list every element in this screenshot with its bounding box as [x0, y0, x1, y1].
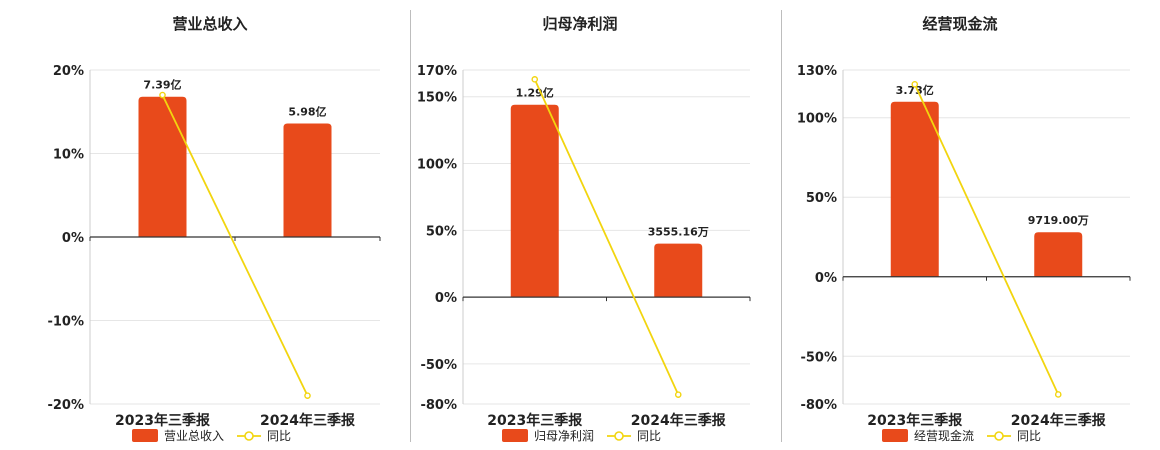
- legend-label-line: 同比: [1017, 429, 1041, 443]
- y-tick-label: 100%: [417, 158, 457, 173]
- x-tick-label: 2023年三季报: [487, 412, 582, 429]
- y-tick-label: 150%: [417, 91, 457, 106]
- chart-title: 经营现金流: [922, 15, 997, 33]
- chart-panel-3: 经营现金流 -80% -50% 0% 50% 100% 130% 3.73亿 9719.00万 2…: [797, 15, 1131, 443]
- yoy-point: [159, 91, 166, 99]
- data-label: 7.39亿: [143, 78, 181, 92]
- legend-label-line: 同比: [267, 429, 291, 443]
- panel-divider: [410, 10, 411, 442]
- y-tick-label: 0%: [815, 271, 837, 286]
- legend-swatch-marker: [994, 431, 1004, 441]
- y-tick-label: 20%: [53, 64, 84, 79]
- yoy-line: [913, 83, 1060, 395]
- x-tick-label: 2024年三季报: [1011, 412, 1106, 429]
- chart-panel-2: 归母净利润 -80% -50% 0% 50% 100% 150% 170% 1.29亿 3555.…: [417, 15, 751, 443]
- legend-label-bar: 经营现金流: [914, 428, 974, 443]
- bar: [890, 101, 939, 277]
- legend-swatch-bar: [502, 429, 528, 442]
- y-tick-label: 10%: [53, 148, 84, 163]
- x-tick-label: 2024年三季报: [631, 412, 726, 429]
- yoy-point: [531, 76, 539, 83]
- yoy-line: [533, 78, 680, 396]
- y-tick-label: 0%: [435, 291, 457, 306]
- y-tick-label: -50%: [800, 350, 837, 365]
- x-tick-label: 2023年三季报: [867, 412, 962, 429]
- legend-swatch-bar: [132, 429, 158, 442]
- legend-label-line: 同比: [637, 429, 661, 443]
- chart-title: 归母净利润: [542, 15, 617, 33]
- y-tick-label: 50%: [426, 224, 457, 239]
- y-tick-label: -50%: [420, 358, 457, 373]
- y-tick-label: 50%: [806, 191, 837, 206]
- panel-divider: [781, 10, 782, 442]
- legend-swatch-marker: [614, 431, 624, 441]
- x-tick-label: 2023年三季报: [115, 412, 210, 429]
- legend-label-bar: 营业总收入: [164, 429, 224, 443]
- bar: [1034, 232, 1083, 277]
- y-tick-label: 170%: [417, 64, 457, 79]
- legend-label-bar: 归母净利润: [534, 429, 594, 443]
- yoy-point: [1054, 391, 1062, 398]
- yoy-point: [304, 392, 311, 399]
- bar: [283, 123, 332, 237]
- data-label: 1.29亿: [516, 86, 554, 100]
- yoy-point: [674, 391, 682, 398]
- data-label: 9719.00万: [1028, 214, 1089, 227]
- y-tick-label: -10%: [47, 315, 84, 330]
- yoy-point: [911, 81, 919, 88]
- bar: [510, 104, 559, 298]
- data-label: 5.98亿: [288, 104, 326, 118]
- y-tick-label: -80%: [420, 398, 457, 413]
- data-label: 3555.16万: [648, 226, 709, 239]
- x-tick-label: 2024年三季报: [260, 412, 355, 429]
- y-tick-label: -20%: [47, 398, 84, 413]
- bar: [138, 96, 187, 237]
- bar: [654, 243, 703, 298]
- y-tick-label: 130%: [797, 64, 837, 79]
- legend-swatch-marker: [244, 431, 254, 441]
- y-tick-label: -80%: [800, 398, 837, 413]
- yoy-line: [161, 94, 309, 397]
- y-tick-label: 0%: [62, 231, 84, 246]
- chart-title: 营业总收入: [172, 15, 247, 33]
- chart-panel-1: 营业总收入 -20% -10% 0% 10% 20% 7.39亿 5.98亿 2023年三季报 2…: [47, 15, 381, 443]
- y-tick-label: 100%: [797, 112, 837, 127]
- data-label: 3.73亿: [896, 83, 934, 97]
- legend-swatch-bar: [882, 429, 908, 442]
